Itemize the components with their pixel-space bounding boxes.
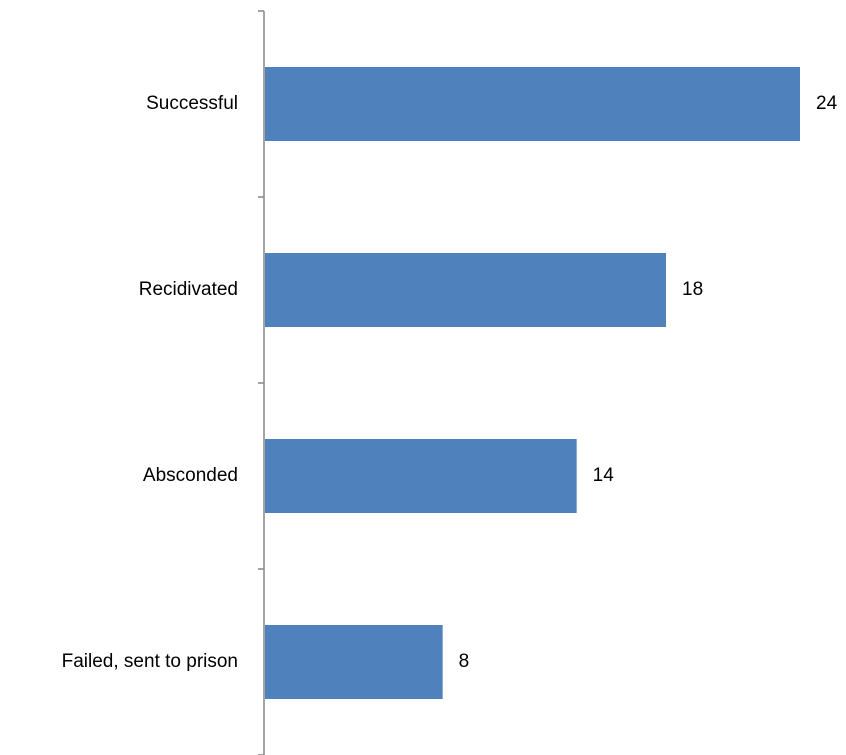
- category-label: Recidivated: [139, 279, 238, 300]
- data-label: 24: [816, 93, 838, 114]
- bar-absconded: [265, 439, 577, 513]
- data-label: 8: [459, 651, 470, 672]
- bar-recidivated: [265, 253, 666, 327]
- bars-group: [265, 67, 800, 699]
- category-label: Failed, sent to prison: [62, 651, 238, 672]
- data-label: 14: [593, 465, 615, 486]
- category-label: Successful: [146, 93, 238, 114]
- bar-successful: [265, 67, 800, 141]
- bar-failed-sent-to-prison: [265, 625, 443, 699]
- category-axis: [258, 10, 265, 755]
- category-label: Absconded: [143, 465, 238, 486]
- labels-group: Successful 24 Recidivated 18 Absconded 14 Fail…: [62, 93, 838, 672]
- data-label: 18: [682, 279, 703, 300]
